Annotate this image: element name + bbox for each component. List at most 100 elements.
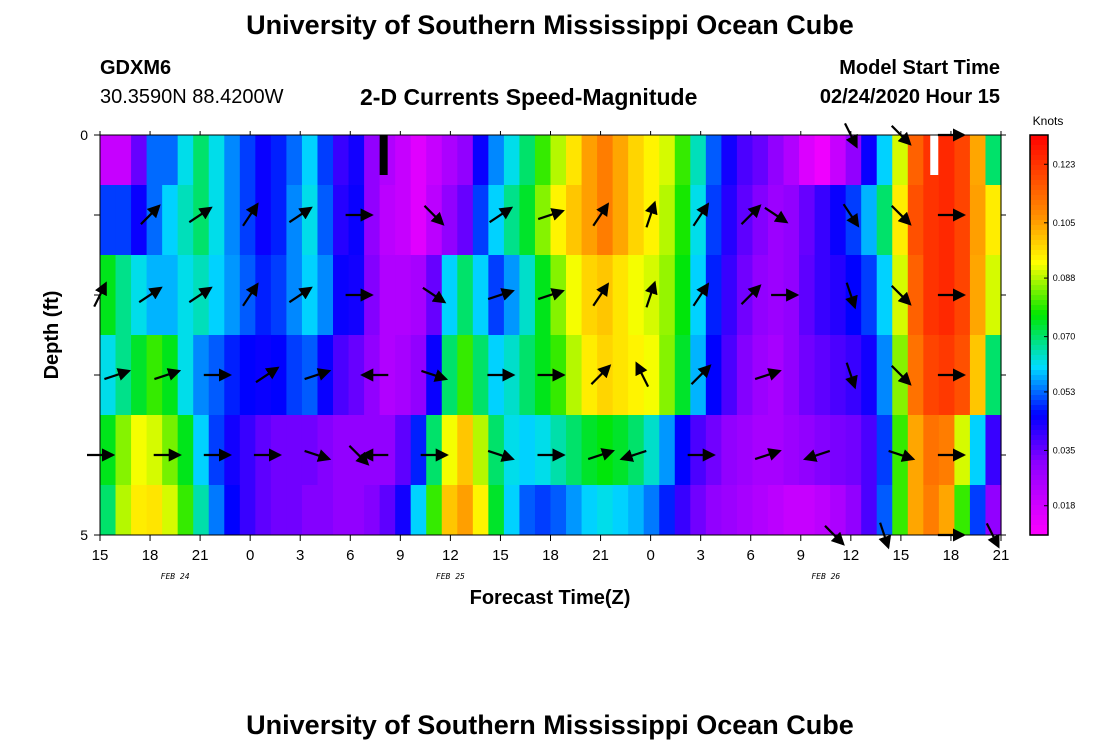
heatmap-cell bbox=[923, 255, 940, 335]
heatmap-cell bbox=[659, 485, 676, 535]
x-tick-label: 18 bbox=[542, 547, 559, 564]
heatmap-cell bbox=[255, 255, 272, 335]
heatmap-cell bbox=[659, 135, 676, 185]
colorbar-swatch bbox=[1030, 510, 1048, 516]
heatmap-cell bbox=[752, 135, 769, 185]
heatmap-cell bbox=[674, 255, 691, 335]
heatmap-cell bbox=[830, 415, 847, 485]
heatmap-cell bbox=[876, 415, 893, 485]
heatmap-cell bbox=[799, 255, 816, 335]
heatmap-cell bbox=[410, 415, 427, 485]
heatmap-cell bbox=[830, 185, 847, 255]
current-vector bbox=[488, 206, 514, 224]
heatmap-cell bbox=[581, 485, 598, 535]
colorbar-swatch bbox=[1030, 495, 1048, 501]
heatmap-cell bbox=[317, 185, 334, 255]
heatmap-cell bbox=[581, 185, 598, 255]
heatmap-cell bbox=[628, 415, 645, 485]
heatmap-cell bbox=[892, 415, 909, 485]
current-vector bbox=[764, 206, 789, 224]
heatmap-cell bbox=[969, 415, 987, 485]
heatmap-cell bbox=[457, 415, 474, 485]
current-vector bbox=[619, 449, 647, 462]
colorbar-swatch bbox=[1030, 305, 1048, 311]
heatmap-cell bbox=[721, 485, 738, 535]
heatmap-cell bbox=[395, 485, 412, 535]
heatmap-cell bbox=[830, 135, 847, 185]
current-vector bbox=[754, 368, 782, 381]
heatmap-cell bbox=[177, 415, 194, 485]
colorbar-swatch bbox=[1030, 195, 1048, 201]
heatmap-cell bbox=[100, 185, 117, 255]
heatmap-cell bbox=[985, 255, 1002, 335]
heatmap-cell bbox=[519, 335, 536, 415]
x-tick-label: 18 bbox=[142, 547, 159, 564]
current-vector bbox=[842, 203, 860, 228]
heatmap-cell bbox=[923, 415, 940, 485]
heatmap-cell bbox=[301, 255, 319, 335]
heatmap-cell bbox=[783, 415, 800, 485]
heatmap-cell bbox=[597, 135, 614, 185]
heatmap-cell bbox=[472, 135, 489, 185]
heatmap-cell bbox=[705, 255, 722, 335]
page-title: University of Southern Mississippi Ocean… bbox=[246, 10, 854, 40]
heatmap-cell bbox=[705, 485, 722, 535]
heatmap-cell bbox=[923, 185, 940, 255]
current-vector bbox=[690, 364, 712, 385]
heatmap-cell bbox=[985, 415, 1002, 485]
heatmap-cell bbox=[814, 485, 831, 535]
colorbar-swatch bbox=[1030, 475, 1048, 481]
heatmap-cell bbox=[674, 485, 691, 535]
plot-title: 2-D Currents Speed-Magnitude bbox=[360, 84, 698, 110]
heatmap-cell bbox=[876, 255, 893, 335]
heatmap-cell bbox=[395, 255, 412, 335]
heatmap-cell bbox=[270, 335, 288, 415]
footer-title: University of Southern Mississippi Ocean… bbox=[246, 710, 854, 740]
heatmap-cell bbox=[333, 255, 350, 335]
heatmap-cell bbox=[488, 185, 505, 255]
heatmap-cell bbox=[270, 485, 288, 535]
x-tick-label: 21 bbox=[993, 547, 1010, 564]
colorbar-swatch bbox=[1030, 205, 1048, 211]
heatmap-cell bbox=[270, 135, 288, 185]
heatmap-cell bbox=[301, 185, 319, 255]
heatmap-cell bbox=[659, 415, 676, 485]
heatmap-cell bbox=[364, 135, 381, 185]
x-tick-label: 15 bbox=[92, 547, 109, 564]
colorbar-tick-label: 0.070 bbox=[1053, 332, 1076, 342]
heatmap-cell bbox=[333, 185, 350, 255]
heatmap-cell bbox=[286, 335, 303, 415]
heatmap-cell bbox=[426, 415, 443, 485]
heatmap-cell bbox=[581, 255, 598, 335]
heatmap-cell bbox=[969, 335, 987, 415]
heatmap-cell bbox=[659, 185, 676, 255]
colorbar-swatch bbox=[1030, 395, 1048, 401]
colorbar-swatch bbox=[1030, 240, 1048, 246]
current-vector bbox=[890, 365, 912, 386]
heatmap-cell bbox=[286, 415, 303, 485]
heatmap-cell bbox=[690, 335, 707, 415]
heatmap-cell bbox=[628, 485, 645, 535]
heatmap-cell bbox=[208, 255, 225, 335]
heatmap-cell bbox=[239, 135, 256, 185]
heatmap-cell bbox=[845, 335, 862, 415]
heatmap-cell bbox=[100, 135, 117, 185]
heatmap-cell bbox=[597, 485, 614, 535]
heatmap-cell bbox=[985, 485, 1002, 535]
heatmap-cell bbox=[814, 135, 831, 185]
heatmap-cell bbox=[255, 185, 272, 255]
heatmap-cell bbox=[317, 415, 334, 485]
heatmap-cell bbox=[472, 415, 489, 485]
colorbar-swatch bbox=[1030, 370, 1048, 376]
colorbar-swatch bbox=[1030, 225, 1048, 231]
x-tick-label: 6 bbox=[747, 547, 755, 564]
heatmap-cell bbox=[317, 485, 334, 535]
heatmap-cell bbox=[472, 185, 489, 255]
y-tick-label: 5 bbox=[80, 527, 88, 543]
heatmap-cell bbox=[674, 185, 691, 255]
colorbar-swatch bbox=[1030, 265, 1048, 271]
heatmap-cell bbox=[162, 185, 179, 255]
heatmap-cell bbox=[239, 415, 256, 485]
